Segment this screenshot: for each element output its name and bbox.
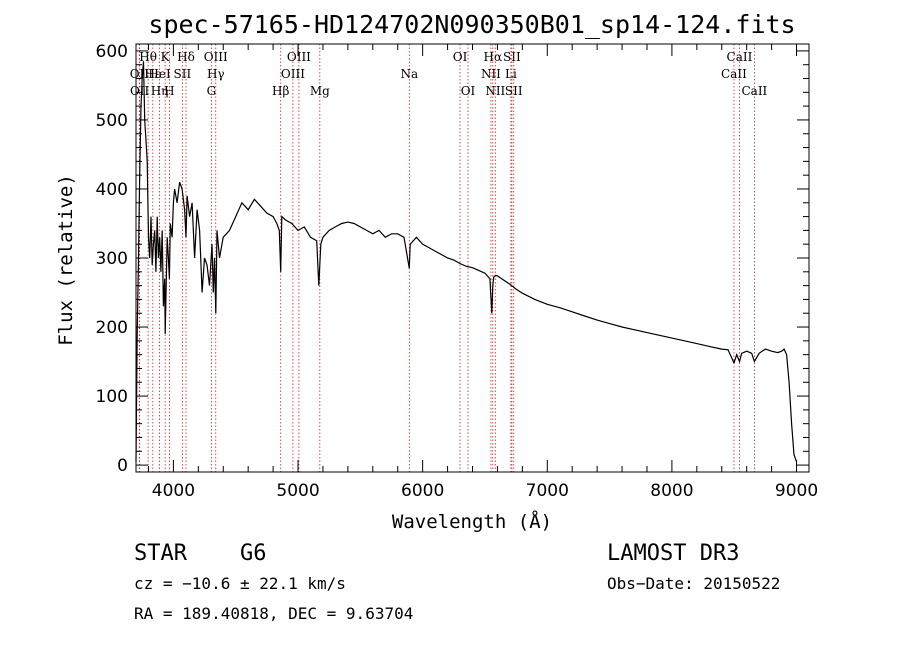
- line-label-9: Hδ: [177, 50, 195, 64]
- line-label-14: OIII: [287, 50, 311, 64]
- y-tick-label-1: 100: [96, 387, 128, 407]
- object-class: STAR: [134, 541, 188, 566]
- spectrum-line: [135, 61, 798, 462]
- object-subclass: G6: [240, 541, 267, 566]
- line-label-19: OI: [461, 84, 476, 98]
- y-tick-label-5: 500: [96, 111, 128, 131]
- line-label-7: H: [164, 84, 174, 98]
- y-tick-label-0: 0: [117, 456, 128, 476]
- x-tick-label-0: 4000: [152, 481, 195, 501]
- chart-title: spec-57165-HD124702N090350B01_sp14-124.f…: [148, 10, 795, 39]
- line-label-3: Hε: [144, 67, 161, 81]
- line-label-16: Mg: [310, 84, 330, 98]
- line-label-13: Hβ: [272, 84, 289, 98]
- line-label-5: Hη: [151, 84, 169, 98]
- survey-name: LAMOST DR3: [607, 541, 739, 566]
- axes: [135, 43, 810, 473]
- line-label-6: K: [161, 50, 171, 64]
- line-label-22: NII: [485, 84, 505, 98]
- line-label-20: Hα: [484, 50, 503, 64]
- line-label-26: CaII: [727, 50, 753, 64]
- line-label-27: CaII: [721, 67, 747, 81]
- line-label-11: Hγ: [207, 67, 225, 81]
- x-tick-label-1: 5000: [276, 481, 319, 501]
- line-label-18: OI: [453, 50, 468, 64]
- plot-frame: [135, 43, 810, 473]
- redshift-text: cz = −10.6 ± 22.1 km/s: [134, 574, 346, 593]
- x-tick-label-3: 7000: [526, 481, 569, 501]
- line-label-4: HeI: [148, 67, 171, 81]
- obs-date: Obs−Date: 20150522: [607, 574, 780, 593]
- line-label-12: G: [207, 84, 217, 98]
- line-label-28: CaII: [741, 84, 767, 98]
- y-tick-label-6: 600: [96, 42, 128, 62]
- x-tick-label-2: 6000: [401, 481, 444, 501]
- line-label-2: OII: [130, 84, 150, 98]
- y-axis-label: Flux (relative): [55, 174, 77, 346]
- line-label-24: Li: [505, 67, 517, 81]
- y-tick-label-4: 400: [96, 180, 128, 200]
- line-label-25: SII: [505, 84, 523, 98]
- x-axis-label: Wavelength (Å): [392, 510, 552, 533]
- coordinates: RA = 189.40818, DEC = 9.63704: [134, 604, 413, 623]
- tick-labels: 4000 5000 6000 7000 8000 9000 0 100 200 300 400 500…: [96, 42, 819, 501]
- y-tick-label-2: 200: [96, 318, 128, 338]
- x-tick-label-4: 8000: [650, 481, 693, 501]
- line-label-8: SII: [174, 67, 192, 81]
- line-label-15: OIII: [281, 67, 305, 81]
- line-label-10: OIII: [204, 50, 228, 64]
- line-label-21: NII: [481, 67, 501, 81]
- y-tick-label-3: 300: [96, 249, 128, 269]
- x-tick-label-5: 9000: [775, 481, 818, 501]
- line-label-17: Na: [400, 67, 418, 81]
- line-label-23: SII: [503, 50, 521, 64]
- line-label-0: Hθ: [139, 50, 157, 64]
